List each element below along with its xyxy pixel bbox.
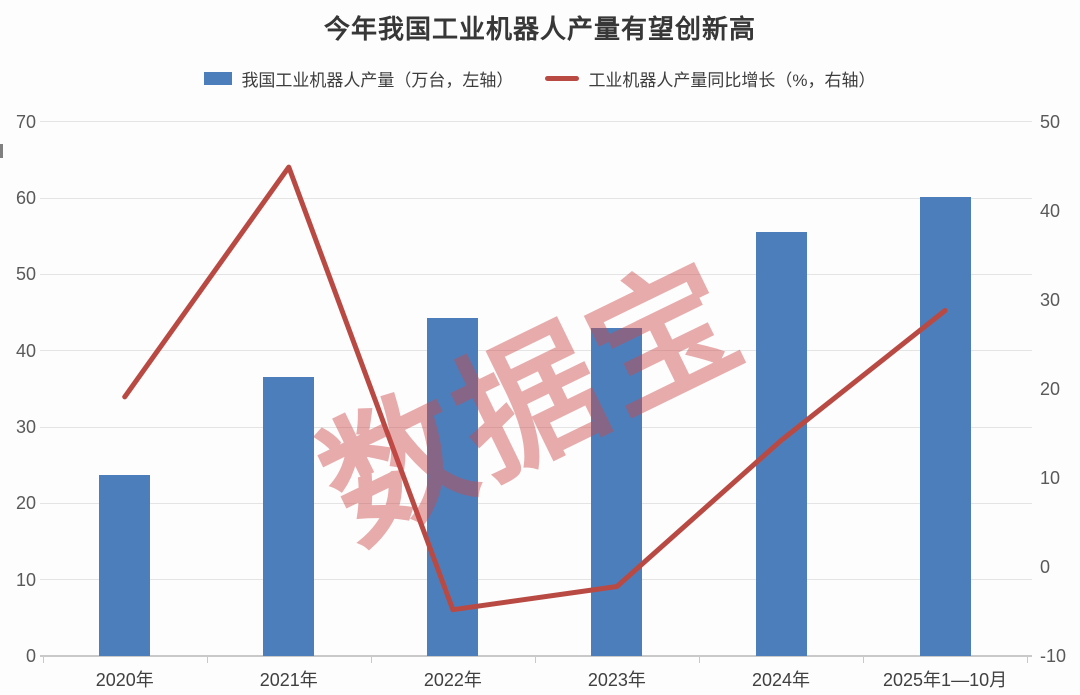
x-axis-tick [370,656,372,663]
right-axis-tick-label: 20 [1040,378,1061,399]
legend-line-label: 工业机器人产量同比增长（%，右轴） [588,71,876,90]
gridline [40,502,1032,504]
left-axis-tick-label: 0 [25,646,36,666]
x-axis-line [40,655,1032,657]
x-axis-tick [42,656,44,663]
left-axis-tick-label: 60 [15,188,36,209]
left-axis-tick-label: 70 [15,111,36,132]
x-axis-label: 2024年 [751,670,811,690]
right-axis-tick-label: 50 [1040,111,1061,132]
left-axis-tick-label: 30 [15,417,36,437]
gridline [40,121,1032,123]
right-axis-tick-label: -10 [1040,646,1067,666]
x-axis-tick [863,656,865,663]
chart-title: 今年我国工业机器人产量有望创新高 [323,14,756,44]
bar-2020年 [99,475,151,656]
gridline [40,579,1032,581]
bar-2025年1—10月 [919,196,971,656]
x-axis-tick [698,656,700,663]
left-axis-tick-label: 50 [15,264,36,285]
right-axis-tick-label: 30 [1040,289,1061,310]
gridline [40,350,1032,352]
gridline [40,273,1032,275]
screen-edge-artifact [0,144,3,158]
bar-2022年 [427,317,479,656]
left-axis-tick-label: 40 [15,340,36,361]
gridline [40,197,1032,199]
x-axis-tick [206,656,208,663]
bar-2021年 [263,376,315,656]
left-axis-tick-label: 10 [15,569,36,590]
x-axis-label: 2021年 [259,670,318,690]
legend-bar-swatch [204,72,233,85]
right-axis-tick-label: 40 [1040,200,1061,221]
right-axis-tick-label: 0 [1040,556,1051,577]
right-axis-tick-label: 10 [1040,467,1061,488]
left-axis-tick-label: 20 [15,493,36,514]
x-axis-label: 2025年1—10月 [883,670,1008,690]
x-axis-label: 2022年 [423,670,482,690]
bar-2023年 [591,327,643,656]
yoy-growth-line [122,164,948,613]
x-axis-tick [1027,656,1029,663]
legend-line-swatch [545,76,580,81]
legend: 我国工业机器人产量（万台，左轴） 工业机器人产量同比增长（%，右轴） [0,66,1080,91]
legend-bar-label: 我国工业机器人产量（万台，左轴） [241,71,514,90]
x-axis-tick [534,656,536,663]
gridline [40,426,1032,428]
x-axis-label: 2023年 [587,670,646,690]
x-axis-label: 2020年 [95,670,154,690]
